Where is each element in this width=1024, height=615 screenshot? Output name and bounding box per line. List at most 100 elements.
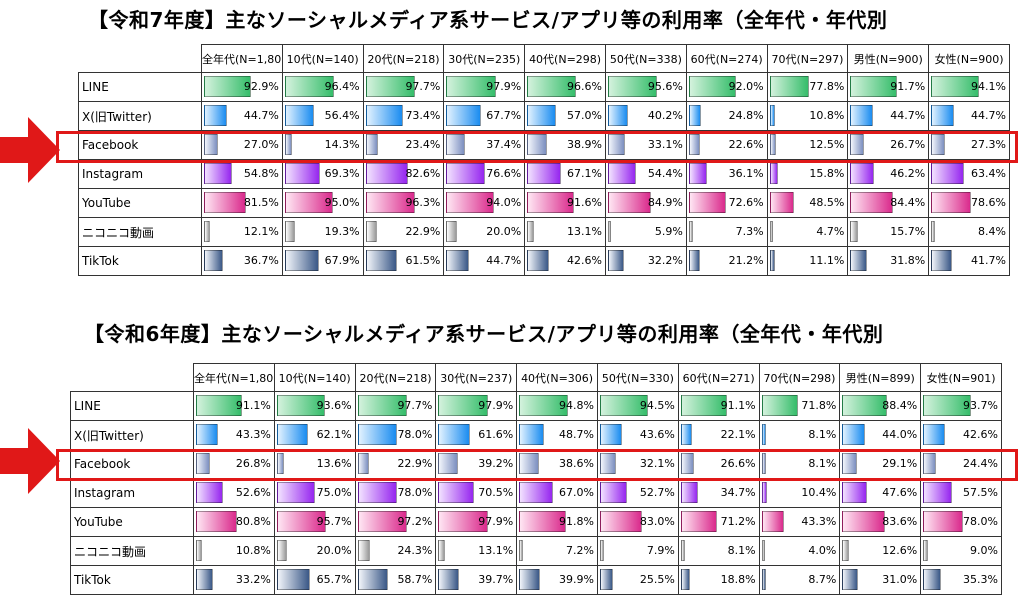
value-label: 34.7%: [720, 486, 756, 499]
data-cell: 13.1%: [435, 536, 518, 566]
value-label: 8.4%: [978, 225, 1006, 238]
table-row: LINE 91.1% 93.6% 97.7% 97.9% 94.8% 94.5% 91.1% 7…: [70, 391, 1002, 421]
usage-bar: [357, 482, 398, 503]
usage-bar: [196, 395, 243, 416]
value-label: 96.4%: [324, 80, 360, 93]
column-header: 全年代(N=1,800): [193, 363, 275, 392]
data-cell: 7.9%: [596, 536, 679, 566]
value-label: 18.8%: [720, 573, 756, 586]
usage-bar: [519, 569, 540, 590]
data-cell: 77.8%: [766, 72, 849, 102]
row-label: ニコニコ動画: [70, 536, 194, 566]
data-cell: 73.4%: [362, 101, 445, 131]
usage-bar: [438, 511, 489, 532]
value-label: 33.2%: [235, 573, 271, 586]
data-cell: 32.2%: [604, 246, 687, 276]
usage-bar: [527, 250, 549, 271]
value-label: 44.7%: [971, 109, 1006, 122]
data-cell: 44.7%: [201, 101, 283, 131]
value-label: 75.0%: [316, 486, 352, 499]
value-label: 65.7%: [316, 573, 352, 586]
usage-bar: [284, 192, 334, 213]
value-label: 61.6%: [478, 428, 514, 441]
value-label: 91.8%: [559, 515, 594, 528]
table-row: Facebook 27.0% 14.3% 23.4% 37.4% 38.9% 33.1% 22…: [78, 130, 1010, 160]
row-label: Instagram: [78, 159, 202, 189]
value-label: 32.1%: [639, 457, 675, 470]
data-cell: 8.4%: [928, 217, 1010, 247]
value-label: 15.8%: [809, 167, 845, 180]
usage-bar: [607, 134, 625, 155]
value-label: 41.7%: [971, 254, 1006, 267]
usage-bar: [850, 134, 864, 155]
data-cell: 39.9%: [516, 565, 598, 595]
data-cell: 71.8%: [758, 391, 841, 421]
usage-bar: [688, 76, 736, 97]
value-label: 24.8%: [728, 109, 764, 122]
value-label: 82.6%: [405, 167, 441, 180]
row-label: YouTube: [78, 188, 202, 218]
usage-bar: [923, 482, 953, 503]
value-label: 38.6%: [559, 457, 594, 470]
usage-bar: [276, 424, 309, 445]
value-label: 7.2%: [566, 544, 594, 557]
data-cell: 94.8%: [516, 391, 598, 421]
value-label: 27.0%: [243, 138, 279, 151]
data-cell: 67.0%: [516, 478, 598, 508]
usage-bar: [599, 453, 617, 474]
value-label: 96.6%: [567, 80, 602, 93]
value-label: 4.7%: [816, 225, 845, 238]
row-label: X(旧Twitter): [70, 420, 194, 450]
data-cell: 4.7%: [766, 217, 849, 247]
row-label: YouTube: [70, 507, 194, 537]
header-row: 全年代(N=1,800)10代(N=140)20代(N=218)30代(N=23…: [78, 44, 1010, 73]
value-label: 9.0%: [970, 544, 998, 557]
data-cell: 92.0%: [685, 72, 768, 102]
data-cell: 40.2%: [604, 101, 687, 131]
value-label: 97.9%: [486, 80, 522, 93]
column-header: 20代(N=218): [362, 44, 445, 73]
data-cell: 91.6%: [524, 188, 606, 218]
data-cell: 20.0%: [273, 536, 356, 566]
data-cell: 15.8%: [766, 159, 849, 189]
table-title-r6: 【令和6年度】主なソーシャルメディア系サービス/アプリ等の利用率（全年代・年代別: [84, 322, 884, 346]
data-cell: 36.1%: [685, 159, 768, 189]
data-cell: 42.6%: [920, 420, 1002, 450]
usage-bar: [446, 134, 466, 155]
column-header: 男性(N=900): [847, 44, 930, 73]
usage-bar: [688, 250, 700, 271]
value-label: 26.6%: [720, 457, 756, 470]
data-cell: 43.3%: [758, 507, 841, 537]
data-cell: 96.6%: [524, 72, 606, 102]
usage-bar: [599, 424, 623, 445]
data-cell: 9.0%: [920, 536, 1002, 566]
usage-bar: [519, 482, 554, 503]
usage-bar: [931, 192, 972, 213]
usage-bar: [688, 192, 726, 213]
value-label: 33.1%: [647, 138, 683, 151]
value-label: 81.5%: [243, 196, 279, 209]
data-cell: 67.7%: [443, 101, 526, 131]
data-cell: 48.5%: [766, 188, 849, 218]
value-label: 35.3%: [963, 573, 998, 586]
data-cell: 37.4%: [443, 130, 526, 160]
usage-bar: [923, 540, 928, 561]
usage-bar: [769, 250, 776, 271]
usage-bar: [761, 482, 767, 503]
value-label: 23.4%: [405, 138, 441, 151]
data-cell: 10.8%: [766, 101, 849, 131]
value-label: 69.3%: [324, 167, 360, 180]
usage-bar: [438, 540, 446, 561]
usage-bar: [680, 482, 699, 503]
value-label: 94.0%: [486, 196, 522, 209]
data-cell: 83.0%: [596, 507, 679, 537]
usage-bar: [931, 163, 964, 184]
value-label: 70.5%: [478, 486, 514, 499]
data-cell: 91.7%: [847, 72, 930, 102]
data-cell: 44.0%: [839, 420, 922, 450]
usage-bar: [276, 511, 326, 532]
usage-bar: [276, 569, 311, 590]
usage-bar: [204, 163, 232, 184]
data-cell: 80.8%: [193, 507, 275, 537]
table-row: Instagram 52.6% 75.0% 78.0% 70.5% 67.0% 52.7% 3…: [70, 478, 1002, 508]
